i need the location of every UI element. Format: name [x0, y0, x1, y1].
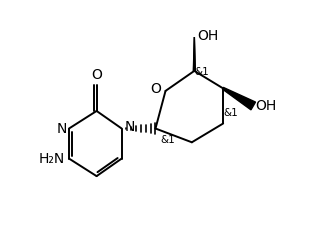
Text: &1: &1 [224, 108, 238, 118]
Text: O: O [150, 82, 161, 96]
Polygon shape [223, 87, 256, 110]
Polygon shape [193, 37, 195, 71]
Text: &1: &1 [161, 135, 175, 145]
Text: OH: OH [256, 99, 277, 113]
Text: OH: OH [197, 29, 218, 43]
Text: &1: &1 [194, 67, 209, 77]
Text: H₂N: H₂N [39, 152, 65, 166]
Polygon shape [194, 37, 195, 71]
Text: O: O [91, 68, 102, 82]
Text: N: N [56, 121, 67, 136]
Text: N: N [124, 119, 135, 134]
